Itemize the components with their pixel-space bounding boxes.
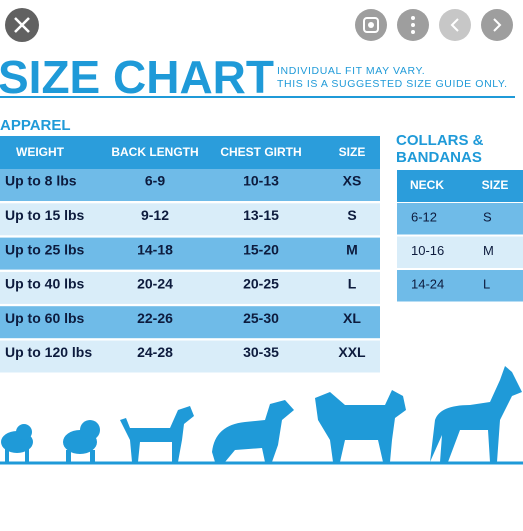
header-row [0, 136, 380, 169]
table-cell: 6-12 [411, 209, 437, 224]
table-cell: Up to 8 lbs [5, 173, 77, 189]
table-cell: XL [343, 310, 361, 326]
column-header: SIZE [482, 178, 509, 192]
table-cell: 24-28 [137, 344, 173, 360]
table-cell: L [348, 276, 357, 292]
column-header: NECK [410, 178, 444, 192]
table-row [0, 203, 380, 236]
table-cell: L [483, 276, 490, 291]
table-cell: 30-35 [243, 344, 279, 360]
collars-title: COLLARS & [396, 132, 484, 149]
table-cell: 20-24 [137, 276, 173, 292]
table-row [0, 169, 380, 201]
table-cell: 10-13 [243, 173, 279, 189]
header-row [397, 170, 523, 202]
table-cell: S [483, 209, 492, 224]
table-cell: Up to 60 lbs [5, 310, 85, 326]
column-header: CHEST GIRTH [220, 145, 301, 159]
next-button[interactable] [481, 9, 513, 41]
note: THIS IS A SUGGESTED SIZE GUIDE ONLY. [277, 78, 508, 90]
table-cell: Up to 40 lbs [5, 276, 85, 292]
table-row [0, 306, 380, 339]
table-cell: S [347, 207, 356, 223]
table-cell: 9-12 [141, 207, 169, 223]
table-row [397, 203, 523, 235]
table-cell: 15-20 [243, 241, 279, 257]
more-button[interactable] [397, 9, 429, 41]
table-cell: Up to 15 lbs [5, 207, 85, 223]
apparel-title: APPAREL [0, 117, 71, 134]
table-cell: M [346, 241, 358, 257]
table-cell: XS [343, 173, 362, 189]
table-cell: XXL [338, 344, 366, 360]
table-cell: M [483, 243, 494, 258]
column-header: SIZE [339, 145, 366, 159]
table-cell: 14-18 [137, 241, 173, 257]
close-button[interactable] [5, 8, 39, 42]
table-row [0, 340, 380, 373]
table-cell: Up to 25 lbs [5, 241, 85, 257]
table-cell: 25-30 [243, 310, 279, 326]
table-row [0, 271, 380, 304]
note: INDIVIDUAL FIT MAY VARY. [277, 65, 425, 77]
table-cell: Up to 120 lbs [5, 344, 92, 360]
table-cell: 6-9 [145, 173, 165, 189]
table-cell: 14-24 [411, 276, 444, 291]
table-row [0, 237, 380, 270]
table-cell: 22-26 [137, 310, 173, 326]
table-cell: 10-16 [411, 243, 444, 258]
collars-title: BANDANAS [396, 149, 482, 166]
table-cell: 13-15 [243, 207, 279, 223]
title: SIZE CHART [0, 51, 274, 103]
dog-silhouettes [1, 366, 522, 462]
table-row [397, 270, 523, 302]
prev-button[interactable] [439, 9, 471, 41]
table-row [397, 236, 523, 268]
column-header: WEIGHT [16, 145, 65, 159]
column-header: BACK LENGTH [111, 145, 198, 159]
table-cell: 20-25 [243, 276, 279, 292]
lens-button[interactable] [355, 9, 387, 41]
